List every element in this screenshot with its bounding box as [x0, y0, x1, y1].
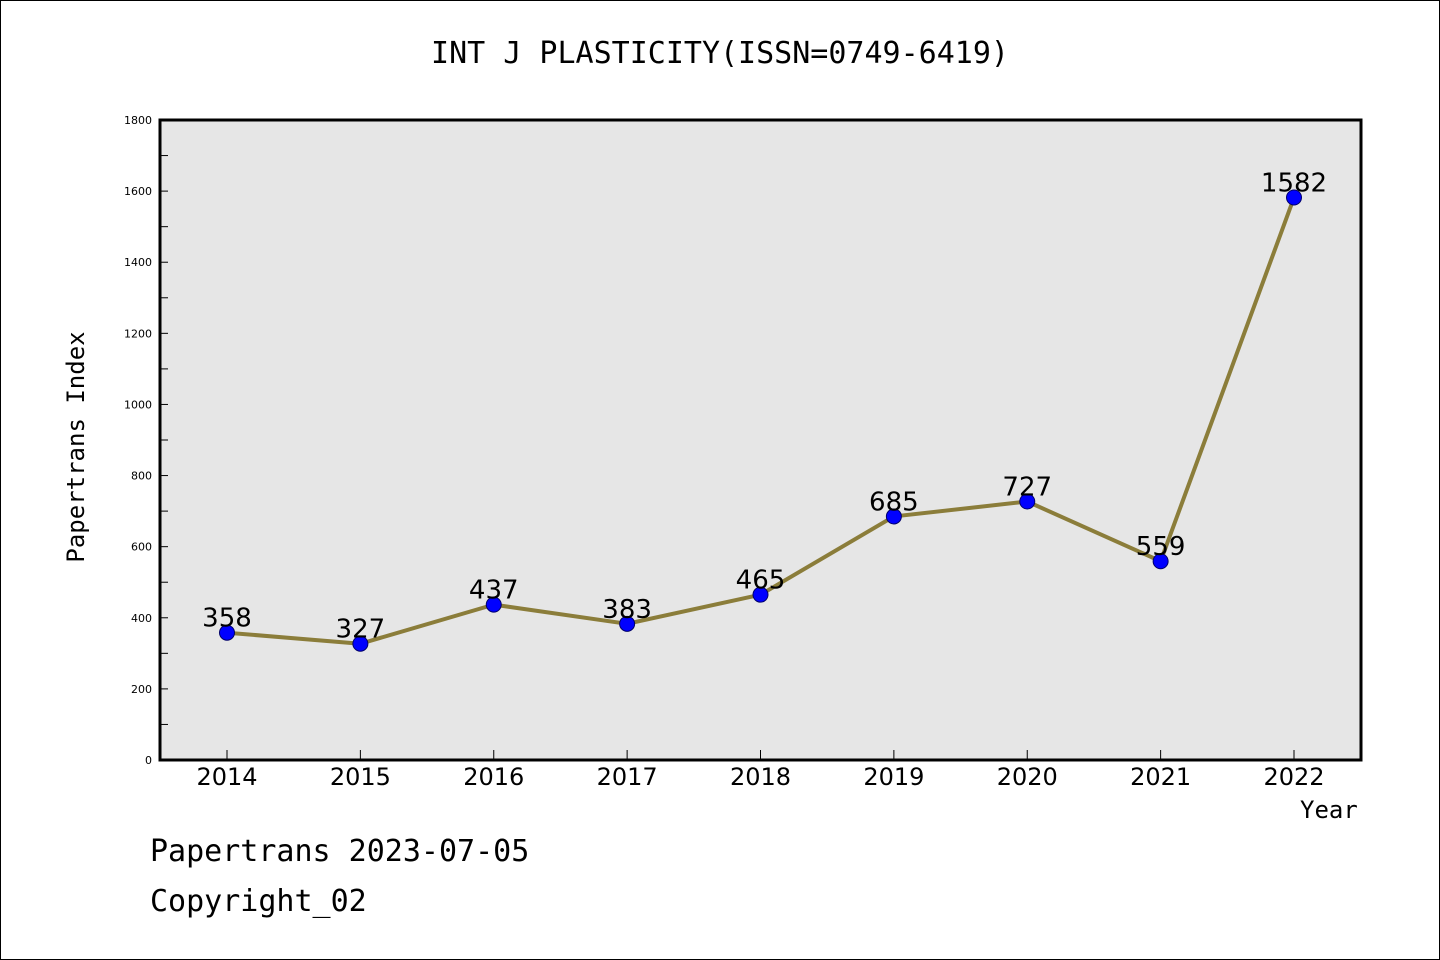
data-point — [1286, 189, 1302, 206]
x-tick-label: 2016 — [463, 763, 524, 791]
y-tick-label: 600 — [131, 541, 152, 554]
data-point — [485, 596, 502, 613]
y-tick-label: 400 — [131, 612, 152, 625]
x-tick-label: 2014 — [196, 763, 257, 791]
y-tick-label: 1600 — [124, 185, 152, 198]
x-axis: 2014 2015 2016 2017 2018 2019 2020 2021 2022 — [196, 750, 1325, 791]
y-tick-label: 200 — [131, 683, 152, 696]
x-tick-label: 2020 — [997, 763, 1058, 791]
plot-area — [160, 120, 1361, 760]
data-label: 559 — [1136, 532, 1186, 562]
footer-date: Papertrans 2023-07-05 — [150, 834, 530, 869]
y-tick-label: 800 — [131, 470, 152, 483]
data-label: 358 — [202, 604, 252, 634]
data-label: 437 — [469, 576, 519, 606]
data-label: 1582 — [1261, 169, 1327, 199]
data-point — [1152, 553, 1169, 570]
data-label: 327 — [336, 615, 386, 645]
y-tick-label: 1000 — [124, 398, 152, 411]
plot-border — [158, 118, 1363, 762]
y-tick-label: 1200 — [124, 327, 152, 340]
data-point — [352, 635, 369, 652]
data-point — [752, 586, 769, 603]
chart-title: INT J PLASTICITY(ISSN=0749-6419) — [431, 36, 1009, 71]
footer-copyright: Copyright_02 — [150, 884, 367, 919]
data-point — [619, 615, 636, 632]
x-tick-label: 2019 — [863, 763, 924, 791]
y-tick-label: 1400 — [124, 256, 152, 269]
data-label: 727 — [1002, 473, 1052, 503]
y-tick-label: 1800 — [124, 114, 152, 127]
data-point — [219, 624, 235, 641]
data-point — [1019, 493, 1036, 510]
series-markers — [219, 189, 1302, 652]
x-tick-label: 2018 — [730, 763, 791, 791]
x-tick-label: 2021 — [1130, 763, 1191, 791]
data-point — [885, 508, 902, 525]
x-axis-label: Year — [1300, 796, 1358, 824]
data-label: 383 — [602, 595, 652, 625]
data-label: 465 — [736, 566, 786, 596]
x-tick-label: 2022 — [1263, 763, 1324, 791]
data-labels: 358 327 437 383 465 685 727 559 1582 — [202, 169, 1327, 645]
data-label: 685 — [869, 487, 919, 517]
y-tick-label: 0 — [145, 754, 152, 767]
x-tick-label: 2017 — [597, 763, 658, 791]
x-tick-label: 2015 — [330, 763, 391, 791]
